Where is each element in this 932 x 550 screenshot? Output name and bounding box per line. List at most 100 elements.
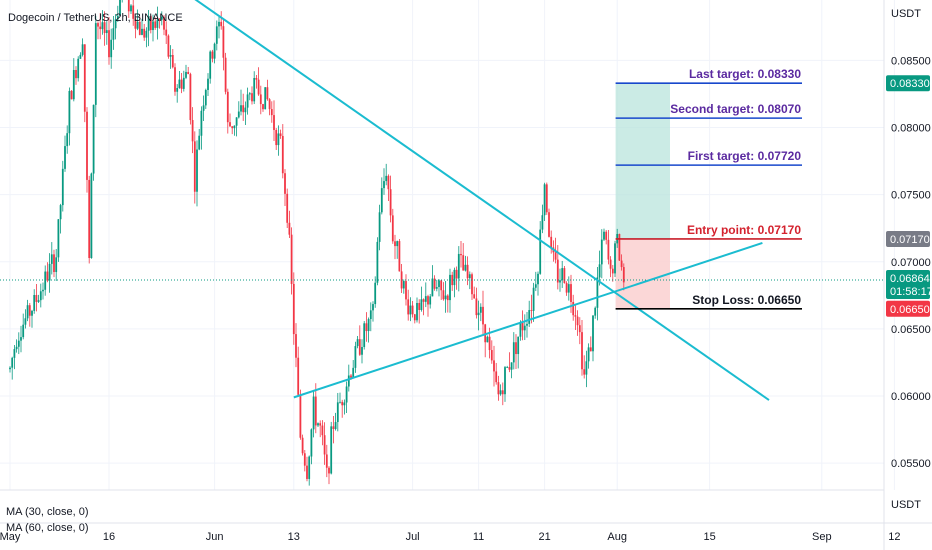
- indicator-ma-30[interactable]: MA (30, close, 0): [6, 506, 89, 518]
- candle-body: [530, 310, 533, 311]
- candle-body: [589, 347, 592, 352]
- candle-body: [482, 306, 484, 325]
- candle-body: [75, 70, 77, 79]
- candle-body: [565, 283, 568, 293]
- candle-body: [473, 294, 476, 299]
- candle-body: [409, 305, 412, 315]
- candle-body: [319, 423, 322, 426]
- candle-body: [77, 58, 80, 79]
- candle-body: [548, 212, 550, 237]
- candle-body: [196, 149, 198, 192]
- candle-body: [235, 117, 238, 126]
- candle-body: [103, 22, 106, 34]
- candle-body: [332, 426, 335, 430]
- x-tick-label: Jul: [406, 531, 420, 543]
- price-axis[interactable]: 0.08500 0.08000 0.07500 0.07000 0.06500 0.060…: [883, 0, 932, 550]
- price-badge-text: 0.08330: [890, 78, 930, 90]
- candle-body: [422, 299, 425, 302]
- candle-body: [497, 382, 500, 395]
- price-badge-text: 0.07170: [890, 234, 930, 246]
- candle-body: [438, 280, 440, 288]
- candle-body: [614, 243, 616, 274]
- candle-body: [39, 291, 42, 301]
- candle-body: [372, 304, 374, 311]
- candle-body: [433, 278, 436, 289]
- candle-body: [108, 30, 110, 58]
- candle-body: [35, 294, 38, 302]
- candle-body: [46, 271, 49, 281]
- candle-body: [468, 274, 471, 279]
- x-tick-label: Aug: [607, 531, 627, 543]
- candle-body: [556, 259, 559, 283]
- current-price-text: 0.06864: [890, 273, 930, 285]
- candle-body: [83, 44, 86, 112]
- candle-body: [105, 30, 108, 34]
- candle-body: [174, 67, 176, 92]
- candle-body: [11, 357, 14, 368]
- candle-body: [31, 310, 33, 316]
- profit-zone: [615, 83, 670, 239]
- candle-body: [339, 401, 341, 403]
- candle-body: [248, 93, 251, 95]
- x-tick-label: Jun: [206, 531, 224, 543]
- candle-body: [136, 21, 139, 29]
- candle-body: [90, 173, 93, 259]
- candle-body: [66, 133, 69, 147]
- candle-body: [407, 299, 410, 315]
- candle-body: [424, 296, 427, 302]
- candle-body: [178, 79, 181, 88]
- candle-body: [229, 122, 231, 127]
- candle-body: [402, 281, 405, 289]
- candle-body: [574, 315, 577, 317]
- candle-body: [464, 264, 467, 271]
- candle-body: [620, 260, 623, 268]
- x-tick-label: 16: [103, 531, 115, 543]
- trendline-descending[interactable]: [175, 0, 770, 401]
- candle-body: [209, 51, 212, 79]
- candle-body: [64, 146, 66, 169]
- candle-body: [367, 319, 370, 332]
- candle-body: [160, 16, 163, 20]
- candle-body: [563, 268, 566, 284]
- candle-body: [112, 28, 115, 40]
- candle-body: [400, 271, 403, 289]
- price-level-label: Last target: 0.08330: [689, 67, 801, 81]
- y-tick-label: 0.07500: [891, 190, 931, 202]
- candle-body: [28, 305, 31, 316]
- candle-body: [253, 77, 256, 102]
- candle-body: [541, 215, 544, 230]
- x-tick-label: Sep: [812, 531, 832, 543]
- candle-body: [429, 296, 432, 305]
- candle-body: [138, 21, 141, 35]
- candle-body: [246, 94, 249, 108]
- candle-body: [528, 310, 531, 324]
- candle-body: [143, 28, 146, 38]
- candle-body: [466, 264, 469, 279]
- price-level-label: First target: 0.07720: [688, 149, 802, 163]
- candle-body: [506, 367, 509, 368]
- indicator-axis-unit: USDT: [891, 499, 921, 511]
- candle-body: [310, 429, 313, 457]
- candle-body: [389, 189, 392, 216]
- candle-body: [301, 437, 304, 454]
- candle-body: [277, 133, 280, 146]
- candle-body: [191, 120, 194, 142]
- candle-body: [116, 15, 119, 20]
- candle-body: [453, 269, 456, 286]
- candle-body: [607, 239, 610, 260]
- candle-body: [92, 104, 95, 174]
- time-axis[interactable]: May 16 Jun 13 Jul 11 21 Aug 15 Sep 12: [0, 489, 932, 543]
- candle-body: [202, 105, 205, 111]
- candle-body: [583, 369, 586, 375]
- trendline-ascending[interactable]: [293, 242, 763, 399]
- candle-body: [462, 255, 465, 271]
- candle-body: [559, 280, 561, 283]
- candle-body: [398, 241, 401, 272]
- candle-body: [134, 18, 137, 29]
- candle-body: [493, 360, 495, 372]
- indicator-ma-60[interactable]: MA (60, close, 0): [6, 522, 89, 534]
- candle-body: [222, 26, 225, 58]
- candle-body: [226, 91, 229, 123]
- candle-body: [114, 19, 117, 29]
- price-axis-unit: USDT: [891, 8, 921, 20]
